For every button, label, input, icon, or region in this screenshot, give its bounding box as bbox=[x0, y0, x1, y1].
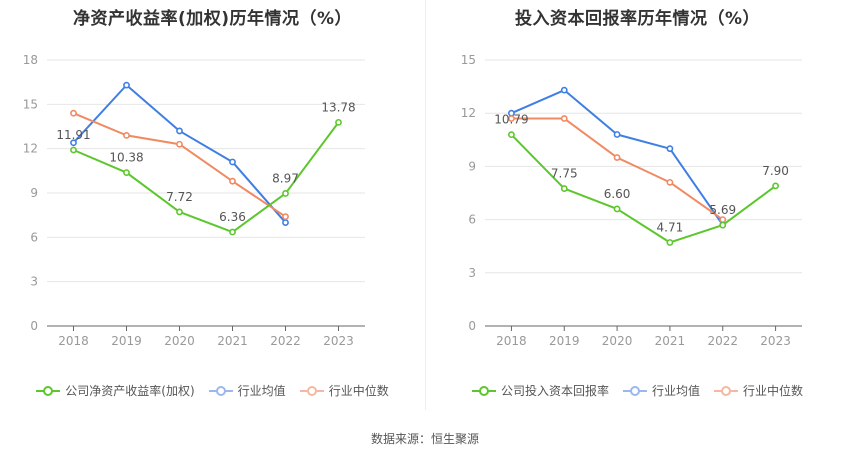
data-label: 7.72 bbox=[166, 190, 193, 204]
x-tick-label: 2023 bbox=[323, 334, 354, 348]
x-tick-label: 2021 bbox=[217, 334, 248, 348]
data-label: 13.78 bbox=[321, 100, 355, 114]
roe-chart-legend: 公司净资产收益率(加权) 行业均值 行业中位数 bbox=[0, 382, 425, 399]
y-tick-label: 6 bbox=[30, 230, 38, 244]
legend-line-icon bbox=[471, 385, 496, 397]
y-tick-label: 9 bbox=[468, 159, 476, 173]
x-tick-label: 2018 bbox=[496, 334, 527, 348]
y-tick-label: 0 bbox=[30, 319, 38, 333]
roe-chart-plot: 0 3 6 9 12 15 18 2018 2019 2020 2021 2022 2023 11.91 1… bbox=[23, 53, 365, 348]
data-label: 10.79 bbox=[494, 113, 528, 127]
data-label: 6.36 bbox=[219, 210, 246, 224]
legend-line-icon bbox=[208, 385, 233, 397]
roi-chart-panel: 投入资本回报率历年情况（%） 0 3 6 9 12 15 2018 2019 2020 2021 2… bbox=[425, 0, 850, 410]
data-point bbox=[70, 109, 77, 117]
data-point bbox=[560, 115, 568, 122]
y-tick-label: 9 bbox=[30, 186, 38, 200]
data-point bbox=[229, 177, 236, 185]
x-tick-label: 2022 bbox=[270, 334, 301, 348]
data-point bbox=[666, 178, 674, 186]
data-label: 8.97 bbox=[272, 171, 299, 185]
data-point bbox=[282, 190, 289, 197]
data-point bbox=[335, 118, 342, 126]
legend-line-icon bbox=[299, 385, 324, 397]
legend-label: 公司投入资本回报率 bbox=[500, 384, 609, 398]
legend-item-company-roi[interactable]: 公司投入资本回报率 bbox=[471, 382, 609, 399]
data-point bbox=[772, 182, 779, 190]
y-tick-label: 12 bbox=[461, 106, 476, 120]
x-tick-label: 2019 bbox=[549, 334, 580, 348]
legend-line-icon bbox=[622, 385, 647, 397]
data-label: 10.38 bbox=[109, 151, 143, 165]
roe-chart-title: 净资产收益率(加权)历年情况（%） bbox=[72, 9, 353, 29]
legend-item-industry-median[interactable]: 行业中位数 bbox=[299, 382, 389, 399]
series-line bbox=[510, 133, 777, 244]
data-source-note: 数据来源：恒生聚源 bbox=[370, 432, 479, 446]
data-label: 4.71 bbox=[657, 220, 684, 234]
legend-label: 行业均值 bbox=[651, 384, 700, 398]
y-tick-label: 6 bbox=[468, 213, 476, 227]
x-tick-label: 2020 bbox=[164, 334, 195, 348]
data-point bbox=[560, 86, 568, 94]
legend-label: 行业中位数 bbox=[328, 384, 389, 398]
data-point bbox=[666, 145, 674, 153]
roe-chart-panel: 净资产收益率(加权)历年情况（%） 0 3 6 9 12 15 18 2018 2019 2020… bbox=[0, 0, 425, 410]
data-point bbox=[229, 158, 236, 166]
y-tick-label: 15 bbox=[23, 97, 38, 111]
data-point bbox=[508, 131, 515, 139]
data-point bbox=[613, 131, 621, 138]
data-point bbox=[70, 146, 77, 154]
y-tick-label: 3 bbox=[468, 266, 476, 280]
legend-label: 行业中位数 bbox=[743, 384, 804, 398]
legend-line-icon bbox=[714, 385, 738, 397]
legend-line-icon bbox=[36, 385, 61, 397]
x-tick-label: 2023 bbox=[760, 334, 791, 348]
x-tick-label: 2018 bbox=[58, 334, 89, 348]
panel-divider bbox=[425, 0, 426, 410]
legend-label: 公司净资产收益率(加权) bbox=[65, 384, 195, 398]
data-point bbox=[176, 127, 183, 135]
data-point bbox=[176, 208, 183, 216]
y-tick-label: 0 bbox=[468, 319, 476, 333]
roi-chart-plot: 0 3 6 9 12 15 2018 2019 2020 2021 2022 2023 10.79 7.7… bbox=[461, 53, 802, 348]
data-label: 11.91 bbox=[56, 128, 90, 142]
data-point bbox=[123, 131, 130, 139]
data-point bbox=[719, 221, 727, 229]
x-tick-label: 2019 bbox=[111, 334, 142, 348]
data-point bbox=[123, 81, 130, 89]
legend-item-company-roe[interactable]: 公司净资产收益率(加权) bbox=[36, 382, 195, 399]
x-tick-label: 2021 bbox=[655, 334, 686, 348]
data-point bbox=[229, 228, 236, 236]
data-point bbox=[508, 115, 515, 122]
data-label: 7.90 bbox=[762, 164, 789, 178]
y-tick-label: 18 bbox=[23, 53, 38, 67]
y-tick-label: 3 bbox=[30, 275, 38, 289]
data-point bbox=[123, 169, 130, 177]
data-point bbox=[666, 239, 674, 246]
legend-item-industry-median[interactable]: 行业中位数 bbox=[714, 382, 803, 399]
data-point bbox=[70, 139, 77, 147]
legend-item-industry-mean[interactable]: 行业均值 bbox=[622, 382, 700, 399]
x-tick-label: 2020 bbox=[602, 334, 633, 348]
x-tick-label: 2022 bbox=[707, 334, 738, 348]
data-point bbox=[176, 140, 183, 148]
data-point bbox=[282, 213, 289, 221]
data-label: 7.75 bbox=[551, 167, 578, 181]
y-tick-label: 15 bbox=[461, 53, 476, 67]
legend-item-industry-mean[interactable]: 行业均值 bbox=[208, 382, 286, 399]
legend-label: 行业均值 bbox=[237, 384, 286, 398]
series-line bbox=[73, 121, 340, 234]
data-point bbox=[613, 205, 621, 213]
data-point bbox=[282, 219, 289, 226]
roi-chart-legend: 公司投入资本回报率 行业均值 行业中位数 bbox=[425, 382, 850, 399]
y-tick-label: 12 bbox=[23, 142, 38, 156]
data-point bbox=[560, 185, 568, 192]
data-point bbox=[613, 154, 621, 161]
data-label: 6.60 bbox=[604, 187, 631, 201]
data-point bbox=[719, 216, 727, 223]
roi-chart-title: 投入资本回报率历年情况（%） bbox=[514, 9, 761, 29]
data-label: 5.69 bbox=[709, 203, 736, 217]
